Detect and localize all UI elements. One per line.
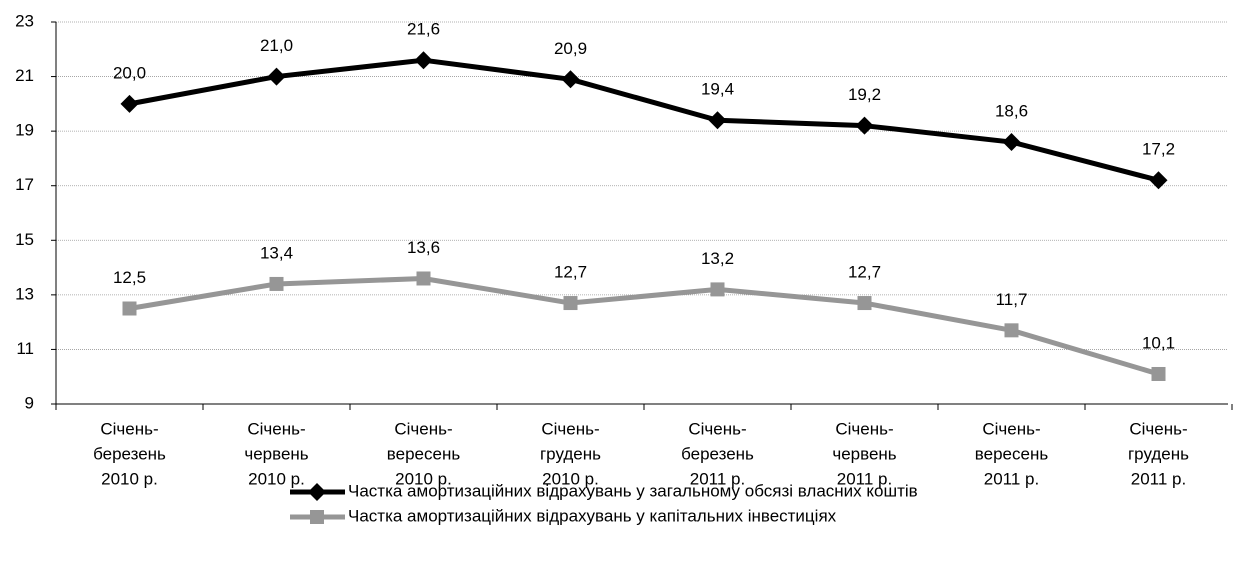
y-tick-label: 17 (15, 175, 34, 194)
data-label: 10,1 (1142, 333, 1175, 352)
legend-marker (308, 483, 326, 501)
x-tick-label: грудень (1128, 444, 1189, 463)
x-tick-label: березень (93, 444, 166, 463)
data-label: 13,4 (260, 243, 293, 262)
y-tick-label: 23 (15, 11, 34, 30)
data-label: 20,9 (554, 39, 587, 58)
x-tick-label: Січень- (247, 419, 305, 438)
point-marker (269, 276, 284, 291)
y-tick-label: 13 (15, 284, 34, 303)
data-label: 17,2 (1142, 140, 1175, 159)
legend-marker (310, 510, 324, 524)
data-label: 18,6 (995, 102, 1028, 121)
point-marker (563, 296, 578, 311)
x-tick-label: Січень- (688, 419, 746, 438)
data-label: 21,0 (260, 36, 293, 55)
y-tick-label: 15 (15, 230, 34, 249)
x-tick-label: червень (244, 444, 308, 463)
data-label: 13,2 (701, 249, 734, 268)
legend-label: Частка амортизаційних відрахувань у капі… (348, 506, 837, 525)
x-tick-label: 2010 р. (542, 469, 599, 488)
x-tick-label: Січень- (1129, 419, 1187, 438)
data-label: 19,4 (701, 80, 734, 99)
data-label: 12,7 (554, 263, 587, 282)
point-marker (416, 271, 431, 286)
x-tick-label: грудень (540, 444, 601, 463)
point-marker (1004, 323, 1019, 338)
point-marker (122, 301, 137, 316)
y-tick-label: 11 (16, 339, 34, 358)
point-marker (1151, 366, 1166, 381)
point-marker (120, 94, 139, 113)
x-tick-label: 2010 р. (101, 469, 158, 488)
data-label: 12,7 (848, 263, 881, 282)
point-marker (708, 111, 727, 130)
point-marker (267, 67, 286, 86)
x-tick-label: 2010 р. (248, 469, 305, 488)
series-line (129, 57, 1160, 183)
point-marker (855, 116, 874, 135)
data-label: 20,0 (113, 63, 146, 82)
x-tick-label: Січень- (982, 419, 1040, 438)
x-tick-label: червень (832, 444, 896, 463)
y-tick-label: 19 (15, 121, 34, 140)
x-tick-label: Січень- (394, 419, 452, 438)
point-marker (1002, 133, 1021, 152)
data-label: 11,7 (996, 290, 1028, 309)
point-marker (1149, 171, 1168, 190)
point-marker (857, 296, 872, 311)
point-marker (414, 51, 433, 70)
x-tick-label: 2011 р. (1131, 469, 1186, 488)
x-tick-label: 2011 р. (690, 469, 745, 488)
x-tick-label: 2010 р. (395, 469, 452, 488)
y-tick-label: 9 (25, 393, 34, 412)
x-tick-label: вересень (387, 444, 461, 463)
y-tick-label: 21 (15, 66, 34, 85)
legend-label: Частка амортизаційних відрахувань у зага… (348, 481, 918, 500)
point-marker (561, 70, 580, 89)
point-marker (710, 282, 725, 297)
x-tick-label: 2011 р. (837, 469, 892, 488)
data-label: 21,6 (407, 20, 440, 39)
data-label: 12,5 (113, 268, 146, 287)
x-tick-label: Січень- (100, 419, 158, 438)
data-label: 19,2 (848, 85, 881, 104)
x-tick-label: Січень- (541, 419, 599, 438)
series-line (129, 275, 1160, 377)
x-tick-label: березень (681, 444, 754, 463)
data-label: 13,6 (407, 238, 440, 257)
x-tick-label: Січень- (835, 419, 893, 438)
x-tick-label: вересень (975, 444, 1049, 463)
x-tick-label: 2011 р. (984, 469, 1039, 488)
